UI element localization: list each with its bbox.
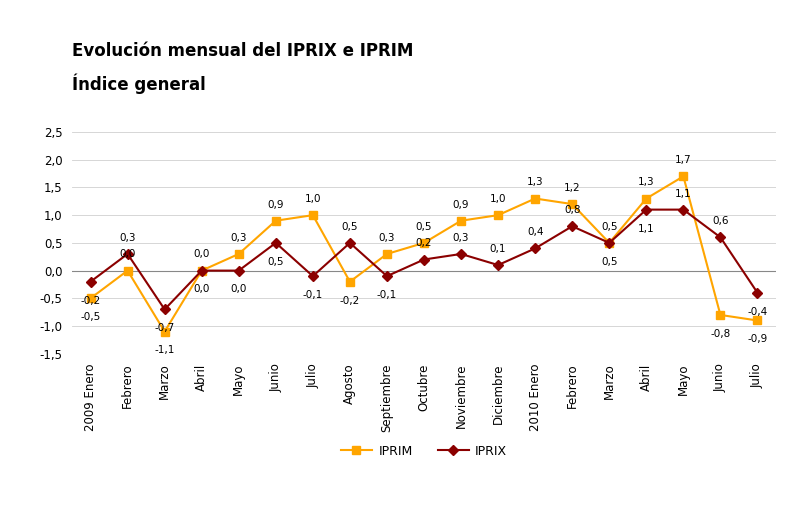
IPRIM xyxy=(271,218,281,224)
IPRIX xyxy=(678,206,688,213)
IPRIX xyxy=(753,289,762,296)
IPRIM xyxy=(530,195,540,202)
IPRIX xyxy=(567,223,577,230)
Text: 0,5: 0,5 xyxy=(342,222,358,232)
IPRIM xyxy=(642,195,651,202)
Text: -0,2: -0,2 xyxy=(81,296,101,306)
IPRIM xyxy=(567,201,577,207)
IPRIX xyxy=(642,206,651,213)
Text: -0,4: -0,4 xyxy=(747,307,767,317)
IPRIM xyxy=(197,267,206,274)
IPRIM xyxy=(345,279,354,285)
Text: 0,2: 0,2 xyxy=(416,239,432,248)
Text: 0,1: 0,1 xyxy=(490,244,506,254)
IPRIX xyxy=(234,267,243,274)
IPRIX xyxy=(122,251,132,257)
Line: IPRIX: IPRIX xyxy=(87,206,761,313)
Text: 0,4: 0,4 xyxy=(527,228,543,237)
IPRIX xyxy=(494,262,503,268)
Text: 0,3: 0,3 xyxy=(378,233,395,243)
Text: 1,2: 1,2 xyxy=(564,183,581,193)
IPRIM xyxy=(86,295,95,301)
Text: 1,0: 1,0 xyxy=(305,194,321,204)
IPRIX xyxy=(530,245,540,252)
Text: 0,0: 0,0 xyxy=(230,285,247,295)
Text: 0,0: 0,0 xyxy=(194,285,210,295)
Text: 1,0: 1,0 xyxy=(490,194,506,204)
IPRIM xyxy=(456,218,466,224)
Legend: IPRIM, IPRIX: IPRIM, IPRIX xyxy=(336,440,512,463)
Text: 1,1: 1,1 xyxy=(675,188,692,199)
Text: 0,5: 0,5 xyxy=(601,257,618,267)
Text: 0,3: 0,3 xyxy=(453,233,470,243)
IPRIM xyxy=(753,317,762,324)
IPRIX xyxy=(271,240,281,246)
Text: -0,8: -0,8 xyxy=(710,329,730,339)
IPRIM xyxy=(494,212,503,219)
IPRIX xyxy=(419,256,429,262)
IPRIM xyxy=(419,240,429,246)
Text: 0,8: 0,8 xyxy=(564,205,581,215)
Text: 1,7: 1,7 xyxy=(675,155,692,165)
Text: 0,5: 0,5 xyxy=(601,222,618,232)
IPRIX xyxy=(716,234,726,241)
IPRIX xyxy=(382,273,392,279)
IPRIX xyxy=(605,240,614,246)
IPRIX xyxy=(197,267,206,274)
Text: -0,9: -0,9 xyxy=(747,334,767,344)
IPRIM xyxy=(234,251,243,257)
IPRIX xyxy=(160,306,170,313)
Text: -0,1: -0,1 xyxy=(377,290,397,300)
IPRIM xyxy=(382,251,392,257)
Text: 1,3: 1,3 xyxy=(527,177,543,187)
IPRIM xyxy=(678,173,688,180)
Text: 0,5: 0,5 xyxy=(267,257,284,267)
Text: 0,3: 0,3 xyxy=(119,233,136,243)
IPRIX xyxy=(86,279,95,285)
Line: IPRIM: IPRIM xyxy=(86,172,762,336)
Text: Evolución mensual del IPRIX e IPRIM: Evolución mensual del IPRIX e IPRIM xyxy=(72,42,414,60)
Text: -0,5: -0,5 xyxy=(81,312,101,322)
Text: 0,0: 0,0 xyxy=(194,250,210,259)
Text: -0,1: -0,1 xyxy=(302,290,323,300)
Text: 1,1: 1,1 xyxy=(638,223,654,233)
IPRIM xyxy=(605,240,614,246)
Text: -0,7: -0,7 xyxy=(154,323,174,333)
Text: Índice general: Índice general xyxy=(72,74,206,95)
Text: 0,3: 0,3 xyxy=(230,233,247,243)
IPRIM xyxy=(308,212,318,219)
Text: 0,9: 0,9 xyxy=(267,200,284,210)
IPRIM xyxy=(122,267,132,274)
Text: 0,0: 0,0 xyxy=(119,250,136,259)
Text: 1,3: 1,3 xyxy=(638,177,654,187)
Text: -0,2: -0,2 xyxy=(340,296,360,306)
IPRIX xyxy=(456,251,466,257)
IPRIM xyxy=(716,312,726,318)
IPRIM xyxy=(160,328,170,335)
Text: -1,1: -1,1 xyxy=(154,345,175,355)
IPRIX xyxy=(308,273,318,279)
Text: 0,5: 0,5 xyxy=(416,222,432,232)
IPRIX xyxy=(345,240,354,246)
Text: 0,6: 0,6 xyxy=(712,216,729,226)
Text: 0,9: 0,9 xyxy=(453,200,470,210)
